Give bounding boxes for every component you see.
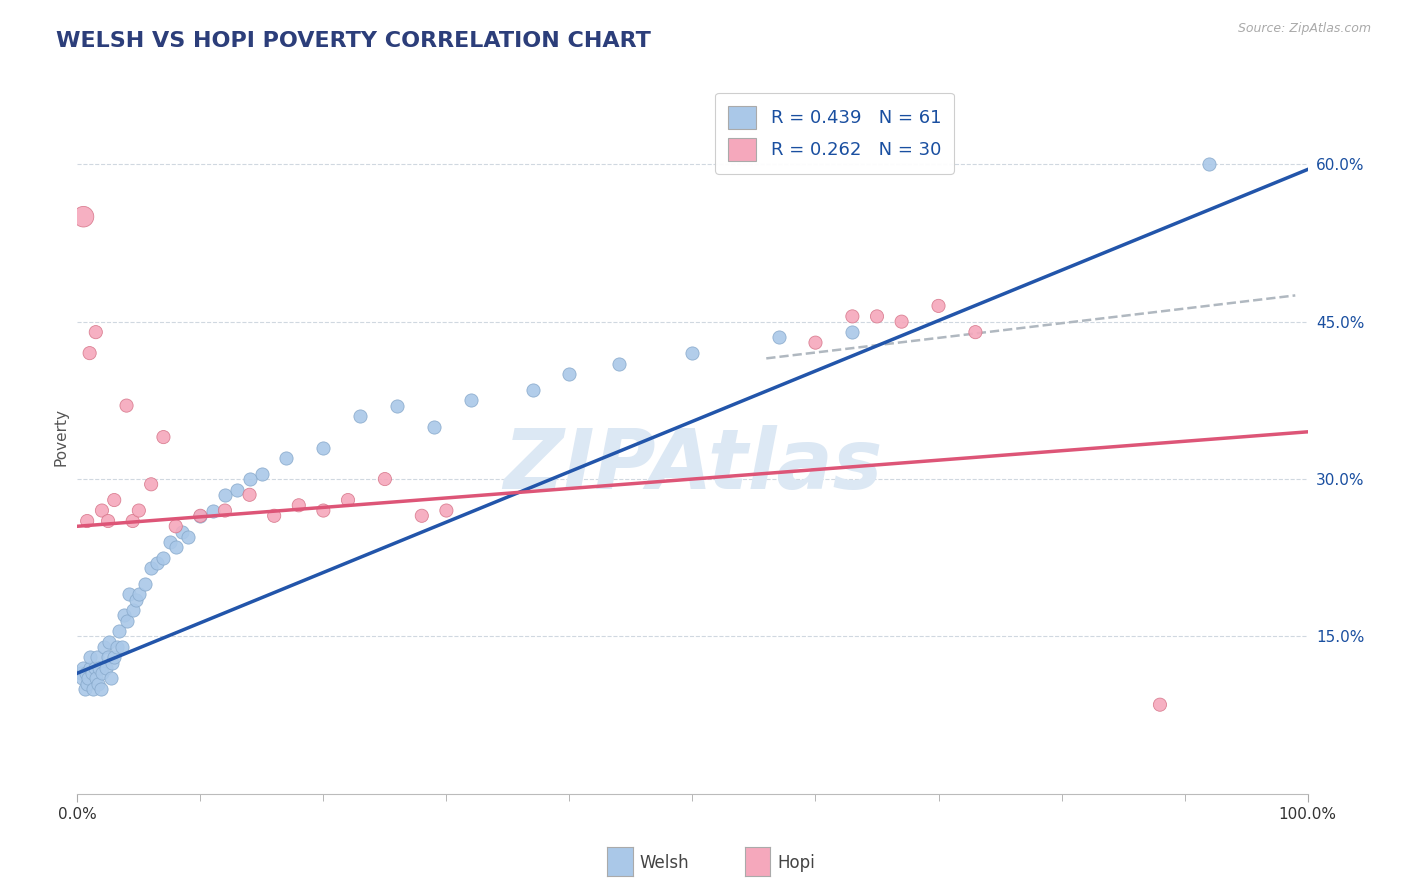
Point: [121, 603, 143, 617]
Point: [128, 503, 150, 517]
Point: [239, 488, 262, 502]
Point: [111, 640, 132, 654]
Point: [558, 367, 581, 381]
Point: [93, 640, 115, 654]
Point: [349, 409, 371, 423]
Point: [125, 592, 148, 607]
Point: [75, 666, 97, 681]
Point: [141, 477, 163, 491]
Point: [312, 503, 335, 517]
Point: [226, 483, 249, 497]
Point: [115, 399, 138, 413]
Point: [165, 519, 187, 533]
Point: [82, 681, 104, 696]
Text: Hopi: Hopi: [778, 855, 815, 872]
Point: [263, 508, 285, 523]
Point: [105, 640, 128, 654]
Point: [214, 488, 236, 502]
Point: [134, 577, 156, 591]
Point: [288, 498, 311, 512]
Point: [70, 672, 93, 686]
Point: [73, 681, 96, 696]
Point: [115, 614, 138, 628]
Text: Source: ZipAtlas.com: Source: ZipAtlas.com: [1237, 22, 1371, 36]
Point: [70, 666, 93, 681]
Point: [165, 541, 187, 555]
Point: [77, 672, 100, 686]
Text: ZIPAtlas: ZIPAtlas: [503, 425, 882, 506]
Point: [98, 634, 121, 648]
Point: [84, 325, 107, 339]
Point: [188, 508, 212, 523]
Point: [90, 666, 114, 681]
Point: [83, 661, 105, 675]
Point: [103, 650, 125, 665]
Point: [188, 508, 212, 523]
Point: [79, 346, 101, 360]
Point: [79, 661, 101, 675]
Point: [86, 650, 108, 665]
Point: [170, 524, 193, 539]
Point: [214, 503, 236, 517]
Point: [152, 430, 174, 444]
Point: [103, 493, 125, 508]
Point: [97, 514, 120, 528]
Point: [201, 503, 224, 517]
Point: [250, 467, 273, 481]
Point: [177, 530, 200, 544]
Point: [100, 672, 122, 686]
Text: Welsh: Welsh: [640, 855, 689, 872]
Point: [804, 335, 827, 350]
Point: [866, 310, 889, 324]
Point: [121, 514, 143, 528]
Point: [436, 503, 458, 517]
Point: [768, 330, 790, 344]
Point: [146, 556, 169, 570]
Point: [94, 661, 117, 675]
Legend: R = 0.439   N = 61, R = 0.262   N = 30: R = 0.439 N = 61, R = 0.262 N = 30: [716, 93, 955, 174]
Point: [90, 681, 112, 696]
Point: [89, 661, 111, 675]
Point: [159, 535, 181, 549]
Point: [82, 666, 104, 681]
Point: [76, 676, 98, 690]
Point: [411, 508, 433, 523]
Point: [84, 672, 107, 686]
Point: [337, 493, 360, 508]
Point: [112, 608, 135, 623]
Point: [141, 561, 163, 575]
Point: [276, 451, 298, 466]
Point: [522, 383, 544, 397]
Point: [72, 210, 94, 224]
Point: [1149, 698, 1171, 712]
Point: [607, 357, 630, 371]
Point: [928, 299, 950, 313]
Point: [460, 393, 482, 408]
Point: [76, 514, 98, 528]
Y-axis label: Poverty: Poverty: [53, 408, 69, 467]
Point: [108, 624, 131, 639]
Point: [385, 399, 409, 413]
Point: [890, 315, 912, 329]
Point: [374, 472, 396, 486]
Point: [101, 656, 124, 670]
Point: [423, 419, 446, 434]
Point: [90, 503, 114, 517]
Point: [312, 441, 335, 455]
Text: WELSH VS HOPI POVERTY CORRELATION CHART: WELSH VS HOPI POVERTY CORRELATION CHART: [56, 31, 651, 51]
Point: [152, 550, 174, 565]
Point: [841, 325, 863, 339]
Point: [128, 587, 150, 601]
Point: [72, 661, 94, 675]
Point: [97, 650, 120, 665]
Point: [239, 472, 262, 486]
Point: [1198, 157, 1220, 171]
Point: [965, 325, 987, 339]
Point: [118, 587, 141, 601]
Point: [87, 676, 110, 690]
Point: [682, 346, 704, 360]
Point: [841, 310, 863, 324]
Point: [79, 650, 101, 665]
